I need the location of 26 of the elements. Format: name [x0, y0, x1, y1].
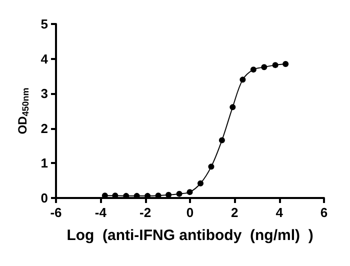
y-tick-label: 0 [40, 190, 48, 206]
y-tick-label: 5 [40, 16, 48, 32]
x-tick-label: -2 [140, 205, 152, 220]
point [282, 61, 289, 68]
point [186, 189, 193, 196]
x-tick-label: 6 [320, 205, 328, 220]
x-tick-label: -4 [94, 205, 108, 220]
y-axis-title: OD450nm [15, 88, 30, 134]
point [240, 76, 246, 83]
x-tick-label: -6 [50, 205, 62, 220]
y-tick-label: 3 [40, 86, 48, 102]
y-tick-label: 1 [40, 156, 48, 171]
point [272, 62, 278, 68]
point [230, 104, 236, 110]
point [198, 180, 204, 186]
y-tick-label: 2 [40, 120, 48, 136]
y-tick-label: 4 [40, 51, 49, 66]
point [218, 137, 225, 144]
point [250, 66, 256, 73]
point [208, 164, 214, 170]
point [261, 64, 268, 70]
x-tick-label: 4 [276, 205, 284, 220]
x-tick-label: 0 [186, 205, 194, 220]
x-tick-label: 2 [231, 205, 238, 220]
x-axis-title: Log (anti-IFNG antibody (ng/ml) ) [66, 227, 314, 244]
point [176, 190, 182, 197]
